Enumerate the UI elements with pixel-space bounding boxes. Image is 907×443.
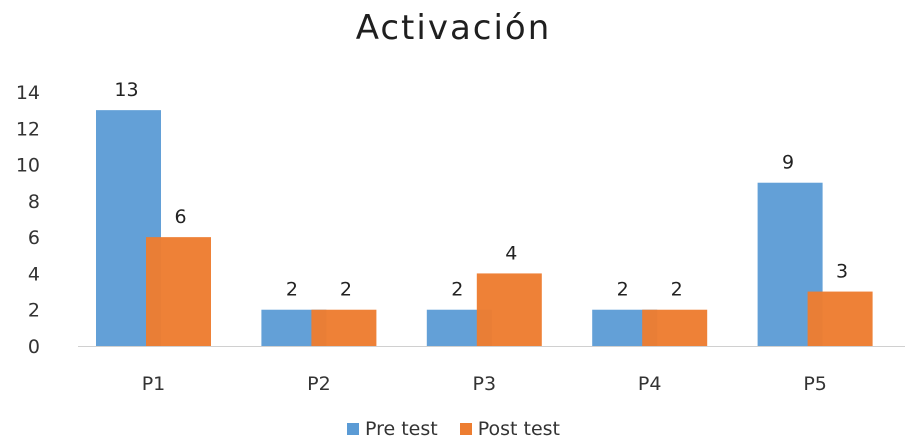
- legend-item-post-test: Post test: [459, 418, 560, 440]
- data-label: 4: [505, 242, 517, 264]
- x-tick-label: P5: [803, 373, 827, 395]
- data-label: 2: [286, 279, 298, 301]
- data-label: 2: [671, 279, 683, 301]
- bar-post-test-p3: [476, 273, 542, 346]
- x-tick-label: P1: [142, 373, 166, 395]
- bar-post-test-p1: [146, 237, 211, 346]
- legend-swatch-pre-test: [346, 423, 359, 435]
- data-label: 9: [782, 152, 794, 174]
- y-tick-label: 6: [28, 227, 40, 249]
- y-tick-label: 10: [16, 155, 40, 177]
- legend-item-pre-test: Pre test: [346, 418, 438, 440]
- data-label: 2: [451, 279, 463, 301]
- y-tick-label: 12: [16, 118, 40, 140]
- x-tick-label: P3: [473, 373, 497, 395]
- legend-label-post-test: Post test: [477, 418, 560, 440]
- data-label: 2: [340, 279, 352, 301]
- x-tick-label: P4: [638, 373, 662, 395]
- data-label: 2: [617, 279, 629, 301]
- y-tick-label: 0: [28, 336, 40, 358]
- data-label: 13: [114, 79, 138, 101]
- legend-label-pre-test: Pre test: [364, 418, 438, 440]
- bar-chart: 0 2 4 6 8 10 12 14 13 6 P1 2 2 P2 2 4 P3 2 2 P4 9 3 P5: [16, 79, 905, 395]
- y-tick-label: 14: [16, 82, 40, 104]
- bar-post-test-p4: [642, 309, 708, 346]
- y-tick-label: 4: [28, 263, 40, 285]
- y-tick-label: 2: [28, 300, 40, 322]
- x-tick-label: P2: [307, 373, 331, 395]
- bar-post-test-p2: [311, 309, 377, 346]
- chart-title: Activación: [355, 8, 552, 48]
- y-tick-label: 8: [28, 191, 40, 213]
- legend-swatch-post-test: [459, 423, 472, 435]
- data-label: 3: [836, 261, 848, 283]
- data-label: 6: [174, 206, 186, 228]
- legend: Pre test Post test: [0, 418, 907, 440]
- bar-post-test-p5: [807, 291, 873, 346]
